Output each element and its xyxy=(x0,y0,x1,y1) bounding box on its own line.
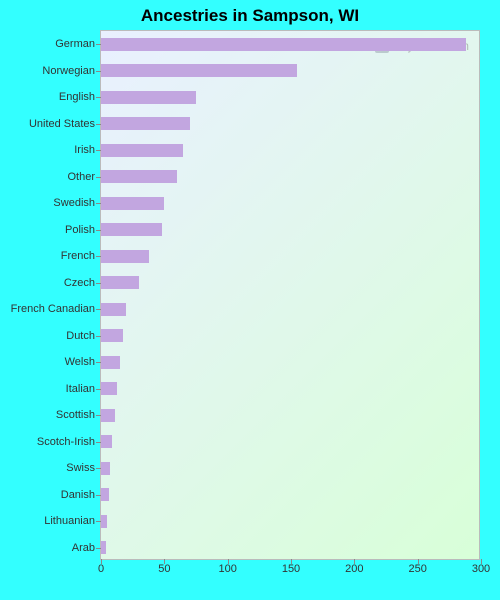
y-tick-mark xyxy=(96,283,101,284)
x-axis-label: 300 xyxy=(472,559,490,575)
y-axis-label: Scottish xyxy=(56,409,101,421)
y-tick-mark xyxy=(96,362,101,363)
y-tick-mark xyxy=(96,177,101,178)
y-axis-label: Danish xyxy=(61,489,101,501)
x-axis-label: 50 xyxy=(158,559,170,575)
bar xyxy=(101,462,110,475)
y-tick-mark xyxy=(96,97,101,98)
x-axis-label: 250 xyxy=(408,559,426,575)
bar xyxy=(101,117,190,130)
y-axis-label: English xyxy=(59,91,101,103)
bar xyxy=(101,382,117,395)
y-tick-mark xyxy=(96,415,101,416)
bar xyxy=(101,64,297,77)
bar xyxy=(101,515,107,528)
y-axis-label: Norwegian xyxy=(42,65,101,77)
plot-area: City-Data.com GermanNorwegianEnglishUnit… xyxy=(100,30,480,560)
y-tick-mark xyxy=(96,203,101,204)
bar xyxy=(101,197,164,210)
bar xyxy=(101,541,106,554)
y-tick-mark xyxy=(96,44,101,45)
chart-title: Ancestries in Sampson, WI xyxy=(141,6,359,26)
bar xyxy=(101,356,120,369)
y-tick-mark xyxy=(96,442,101,443)
y-tick-mark xyxy=(96,389,101,390)
y-tick-mark xyxy=(96,336,101,337)
y-axis-label: German xyxy=(55,38,101,50)
y-axis-label: United States xyxy=(29,118,101,130)
y-tick-mark xyxy=(96,150,101,151)
y-tick-mark xyxy=(96,495,101,496)
y-axis-label: Swedish xyxy=(53,197,101,209)
bar xyxy=(101,223,162,236)
y-tick-mark xyxy=(96,71,101,72)
bar xyxy=(101,276,139,289)
y-axis-label: Scotch-Irish xyxy=(37,436,101,448)
y-tick-mark xyxy=(96,309,101,310)
bar xyxy=(101,329,123,342)
page-root: Ancestries in Sampson, WI City-Data.com … xyxy=(0,0,500,600)
y-tick-mark xyxy=(96,230,101,231)
bar xyxy=(101,435,112,448)
bar xyxy=(101,250,149,263)
x-axis-label: 0 xyxy=(98,559,104,575)
y-tick-mark xyxy=(96,548,101,549)
bar xyxy=(101,409,115,422)
bar xyxy=(101,38,466,51)
bar xyxy=(101,144,183,157)
plot-outer: City-Data.com GermanNorwegianEnglishUnit… xyxy=(100,30,480,560)
x-axis-label: 100 xyxy=(218,559,236,575)
bar xyxy=(101,303,126,316)
y-axis-label: French xyxy=(61,250,101,262)
y-axis-label: Lithuanian xyxy=(44,515,101,527)
bar xyxy=(101,488,109,501)
x-axis-label: 200 xyxy=(345,559,363,575)
x-axis-label: 150 xyxy=(282,559,300,575)
bar xyxy=(101,170,177,183)
bar xyxy=(101,91,196,104)
y-tick-mark xyxy=(96,468,101,469)
y-tick-mark xyxy=(96,256,101,257)
y-tick-mark xyxy=(96,124,101,125)
y-tick-mark xyxy=(96,521,101,522)
y-axis-label: French Canadian xyxy=(11,303,101,315)
